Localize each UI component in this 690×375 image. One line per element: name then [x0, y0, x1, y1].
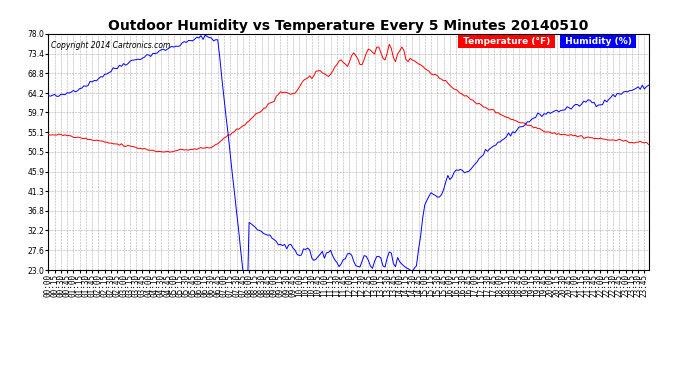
Text: Temperature (°F): Temperature (°F)	[460, 37, 553, 46]
Title: Outdoor Humidity vs Temperature Every 5 Minutes 20140510: Outdoor Humidity vs Temperature Every 5 …	[108, 19, 589, 33]
Text: Humidity (%): Humidity (%)	[562, 37, 635, 46]
Text: Copyright 2014 Cartronics.com: Copyright 2014 Cartronics.com	[51, 41, 170, 50]
